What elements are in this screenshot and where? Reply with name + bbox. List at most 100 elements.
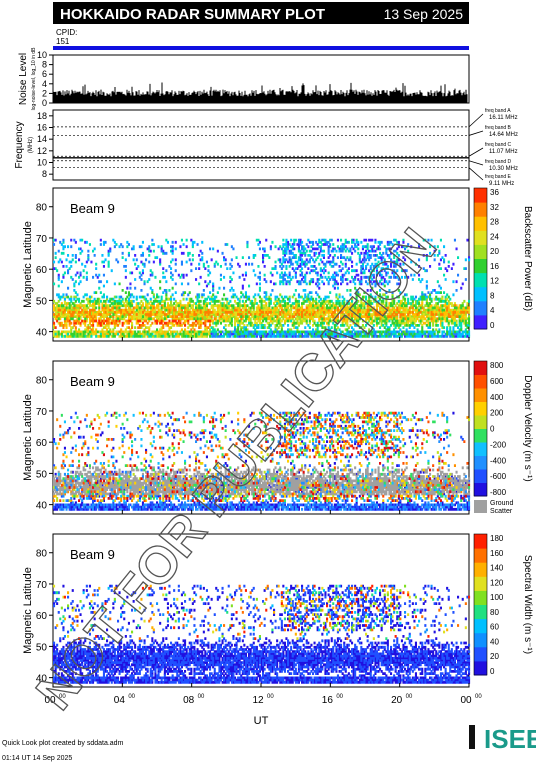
power-colorbar-tick: 24 xyxy=(490,232,499,241)
x-tick-sup: 00 xyxy=(198,694,205,700)
width-colorbar-frame xyxy=(473,533,488,676)
velocity-colorbar-swatch xyxy=(474,455,487,470)
power-colorbar-swatch xyxy=(474,216,487,231)
power-colorbar-swatch xyxy=(474,244,487,259)
velocity-colorbar-tick: 0 xyxy=(490,425,495,434)
frequency-y-tick-label: 10 xyxy=(37,158,47,168)
power-y-tick-label: 80 xyxy=(36,203,48,214)
power-colorbar-tick: 20 xyxy=(490,247,499,256)
power-colorbar-label: Backscatter Power (dB) xyxy=(522,206,533,311)
plot-date: 13 Sep 2025 xyxy=(384,6,464,22)
velocity-colorbar-swatch xyxy=(474,415,487,429)
noise-y-tick-label: 0 xyxy=(42,98,47,108)
width-colorbar-swatch xyxy=(474,660,487,676)
power-ylabel: Magnetic Latitude xyxy=(22,221,34,308)
velocity-colorbar-swatch xyxy=(474,361,487,375)
x-tick-sup: 00 xyxy=(336,694,343,700)
velocity-colorbar-swatch xyxy=(474,374,487,389)
noise-y-tick-label: 6 xyxy=(42,69,47,79)
width-colorbar-swatch xyxy=(474,646,487,662)
noise-trace xyxy=(53,82,468,103)
width-colorbar-tick: 120 xyxy=(490,578,504,587)
width-colorbar-swatch xyxy=(474,576,487,591)
velocity-colorbar-swatch xyxy=(474,469,487,483)
ground-scatter-swatch xyxy=(474,500,487,513)
power-colorbar-swatch xyxy=(474,188,487,203)
velocity-y-tick-label: 70 xyxy=(36,407,48,418)
width-ylabel: Magnetic Latitude xyxy=(22,567,34,654)
power-colorbar-frame xyxy=(473,187,488,330)
power-colorbar-swatch xyxy=(474,286,487,302)
power-cell-group xyxy=(53,297,471,338)
noise-ylabel-sub: log-noise-level, log_10 in dB xyxy=(31,47,37,110)
width-colorbar-swatch xyxy=(474,632,487,648)
heatmap-width: 40 50 60 70 80 Beam 9 Magnetic Latitude 0 20 40 60… xyxy=(22,533,533,688)
width-beam-label: Beam 9 xyxy=(70,547,115,562)
x-tick-label: 12 xyxy=(252,695,264,706)
x-tick-label: 08 xyxy=(183,695,195,706)
power-colorbar-tick: 16 xyxy=(490,262,499,271)
width-colorbar-tick: 160 xyxy=(490,549,504,558)
power-y-tick-label: 70 xyxy=(36,234,48,245)
x-axis-title: UT xyxy=(254,715,269,727)
width-cells xyxy=(53,584,471,684)
frequency-band-value: 10.30 MHz xyxy=(489,166,518,172)
width-cell-group xyxy=(53,584,471,684)
ground-scatter-label: Ground xyxy=(490,500,513,507)
width-colorbar-tick: 140 xyxy=(490,564,504,573)
heatmap-power: 40 50 60 70 80 Beam 9 Magnetic Latitude 0 4 8 12 16… xyxy=(22,187,533,342)
frequency-band-name: freq band A xyxy=(485,108,511,114)
width-colorbar: 0 20 40 60 80 100 120 140 160 180 Spectral Width (… xyxy=(473,533,533,676)
velocity-colorbar-swatch xyxy=(474,428,487,443)
width-y-tick-label: 50 xyxy=(36,642,48,653)
title-bar xyxy=(53,2,469,24)
power-y-tick-label: 60 xyxy=(36,265,48,276)
frequency-band-pointer xyxy=(468,113,484,128)
noise-y-tick-label: 8 xyxy=(42,60,47,70)
isee-logo: ISEE xyxy=(469,724,536,754)
frequency-y-tick-label: 16 xyxy=(37,123,47,133)
frequency-band-pointer xyxy=(468,167,484,181)
width-colorbar-tick: 40 xyxy=(490,637,499,646)
frequency-band-labels: freq band A16.11 MHz freq band B14.64 MHz… xyxy=(468,108,518,187)
power-colorbar-swatch xyxy=(474,314,487,330)
width-y-tick-label: 60 xyxy=(36,611,48,622)
ground-scatter-label: Scatter xyxy=(490,508,513,515)
power-colorbar-swatch xyxy=(474,258,487,274)
power-cell-group xyxy=(53,293,471,338)
velocity-ylabel: Magnetic Latitude xyxy=(22,394,34,481)
width-y-tick-label: 80 xyxy=(36,549,48,560)
velocity-colorbar-swatch xyxy=(474,388,487,402)
frequency-ylabel-unit: (MHz) xyxy=(28,137,34,153)
velocity-cell-group xyxy=(56,411,471,502)
frequency-y-tick-label: 14 xyxy=(37,134,47,144)
power-colorbar-tick: 12 xyxy=(490,277,499,286)
power-colorbar-tick: 4 xyxy=(490,306,495,315)
frequency-band-name: freq band B xyxy=(485,125,512,131)
frequency-band-pointer xyxy=(468,130,484,136)
x-tick-sup: 00 xyxy=(406,694,413,700)
width-cell-group xyxy=(53,584,471,684)
frequency-frame xyxy=(52,109,470,181)
x-tick-label: 04 xyxy=(114,695,126,706)
isee-logo-text: ISEE xyxy=(484,724,536,754)
x-tick-label: 00 xyxy=(44,695,56,706)
velocity-y-tick-label: 40 xyxy=(36,501,48,512)
power-colorbar-tick: 0 xyxy=(490,321,495,330)
velocity-colorbar-frame xyxy=(473,360,488,497)
velocity-cells xyxy=(53,411,471,511)
velocity-y-tick-label: 60 xyxy=(36,438,48,449)
velocity-colorbar-swatch xyxy=(474,401,487,416)
power-colorbar-swatch xyxy=(474,300,487,316)
power-colorbar-tick: 28 xyxy=(490,218,499,227)
width-y-tick-label: 40 xyxy=(36,674,48,685)
velocity-colorbar: -800 -600 -400 -200 0 200 400 600 800 Doppler Vel… xyxy=(473,360,533,515)
frequency-band-name: freq band C xyxy=(485,142,512,148)
power-colorbar-tick: 36 xyxy=(490,188,499,197)
power-cell-group xyxy=(53,238,471,338)
